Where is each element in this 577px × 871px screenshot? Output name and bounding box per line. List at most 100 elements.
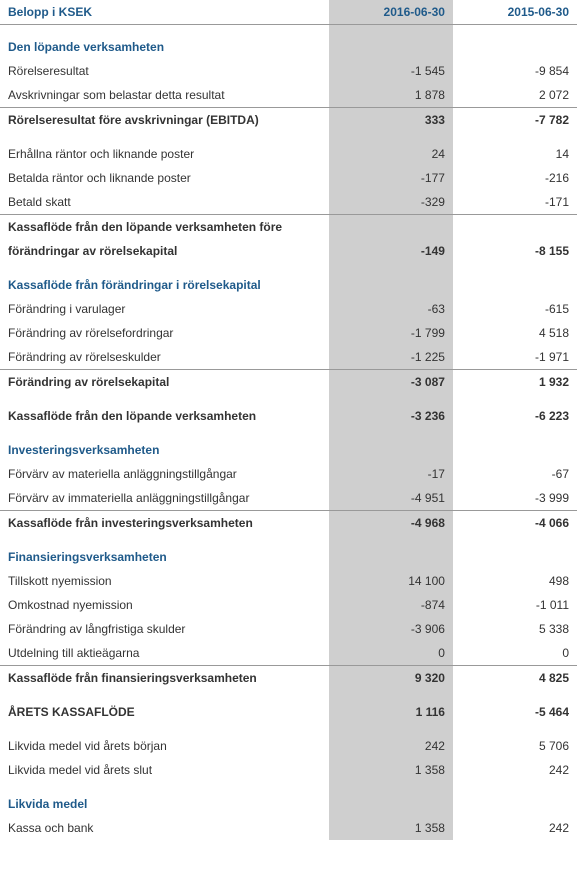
cashflow-table: Belopp i KSEK 2016-06-30 2015-06-30 Den … bbox=[0, 0, 577, 840]
row-value-col1: 1 358 bbox=[329, 758, 453, 782]
row-label: Kassaflöde från investeringsverksamheten bbox=[0, 511, 329, 536]
row-value-col2: 14 bbox=[453, 142, 577, 166]
table-row: Kassa och bank1 358242 bbox=[0, 816, 577, 840]
row-value-col2: -5 464 bbox=[453, 700, 577, 724]
row-value-col2: 2 072 bbox=[453, 83, 577, 108]
table-row: Betald skatt-329-171 bbox=[0, 190, 577, 215]
row-value-col2: -9 854 bbox=[453, 59, 577, 83]
row-value-col1: 9 320 bbox=[329, 666, 453, 691]
row-label: Kassa och bank bbox=[0, 816, 329, 840]
row-label: Avskrivningar som belastar detta resulta… bbox=[0, 83, 329, 108]
row-value-col1: 14 100 bbox=[329, 569, 453, 593]
row-label: förändringar av rörelsekapital bbox=[0, 239, 329, 263]
row-value-col1: -329 bbox=[329, 190, 453, 215]
table-row: Likvida medel vid årets slut1 358242 bbox=[0, 758, 577, 782]
table-row: Utdelning till aktieägarna00 bbox=[0, 641, 577, 666]
row-value-col1 bbox=[329, 438, 453, 462]
row-value-col2: 4 825 bbox=[453, 666, 577, 691]
row-value-col1: -1 225 bbox=[329, 345, 453, 370]
row-label: Kassaflöde från förändringar i rörelseka… bbox=[0, 273, 329, 297]
row-value-col1: 24 bbox=[329, 142, 453, 166]
row-value-col1: 333 bbox=[329, 108, 453, 133]
row-label: Förvärv av materiella anläggningstillgån… bbox=[0, 462, 329, 486]
table-row: Förvärv av immateriella anläggningstillg… bbox=[0, 486, 577, 511]
table-row: Betalda räntor och liknande poster-177-2… bbox=[0, 166, 577, 190]
table-body: Den löpande verksamhetenRörelseresultat-… bbox=[0, 25, 577, 841]
row-value-col1: -1 799 bbox=[329, 321, 453, 345]
row-label: Betalda räntor och liknande poster bbox=[0, 166, 329, 190]
table-row: Rörelseresultat-1 545-9 854 bbox=[0, 59, 577, 83]
row-value-col1: -177 bbox=[329, 166, 453, 190]
row-value-col2: 242 bbox=[453, 816, 577, 840]
row-label: Likvida medel vid årets slut bbox=[0, 758, 329, 782]
row-value-col2: -615 bbox=[453, 297, 577, 321]
row-label: Förändring av rörelseskulder bbox=[0, 345, 329, 370]
table-row: Förändring av rörelsekapital-3 0871 932 bbox=[0, 370, 577, 395]
table-row: Förändring i varulager-63-615 bbox=[0, 297, 577, 321]
row-value-col1: -3 906 bbox=[329, 617, 453, 641]
row-value-col2 bbox=[453, 215, 577, 240]
row-value-col2: -1 971 bbox=[453, 345, 577, 370]
row-label: Erhållna räntor och liknande poster bbox=[0, 142, 329, 166]
table-row: Finansieringsverksamheten bbox=[0, 545, 577, 569]
row-label: Rörelseresultat före avskrivningar (EBIT… bbox=[0, 108, 329, 133]
table-row bbox=[0, 394, 577, 404]
table-row bbox=[0, 132, 577, 142]
table-row bbox=[0, 782, 577, 792]
row-value-col2: -216 bbox=[453, 166, 577, 190]
row-label: Kassaflöde från finansieringsverksamhete… bbox=[0, 666, 329, 691]
table-row bbox=[0, 724, 577, 734]
table-row: Kassaflöde från finansieringsverksamhete… bbox=[0, 666, 577, 691]
row-value-col1 bbox=[329, 545, 453, 569]
table-row: Erhållna räntor och liknande poster2414 bbox=[0, 142, 577, 166]
row-value-col2: -7 782 bbox=[453, 108, 577, 133]
row-label: Omkostnad nyemission bbox=[0, 593, 329, 617]
table-row: Förvärv av materiella anläggningstillgån… bbox=[0, 462, 577, 486]
row-value-col2: 5 706 bbox=[453, 734, 577, 758]
row-value-col2: 4 518 bbox=[453, 321, 577, 345]
table-row: Förändring av rörelseskulder-1 225-1 971 bbox=[0, 345, 577, 370]
row-value-col1 bbox=[329, 273, 453, 297]
row-label: Rörelseresultat bbox=[0, 59, 329, 83]
table-row: ÅRETS KASSAFLÖDE1 116-5 464 bbox=[0, 700, 577, 724]
row-label: Kassaflöde från den löpande verksamheten… bbox=[0, 215, 329, 240]
row-label: Förändring av långfristiga skulder bbox=[0, 617, 329, 641]
row-value-col1: 242 bbox=[329, 734, 453, 758]
row-value-col1: 1 878 bbox=[329, 83, 453, 108]
table-row: Rörelseresultat före avskrivningar (EBIT… bbox=[0, 108, 577, 133]
row-value-col1: -3 236 bbox=[329, 404, 453, 428]
row-label: Förvärv av immateriella anläggningstillg… bbox=[0, 486, 329, 511]
table-row: Avskrivningar som belastar detta resulta… bbox=[0, 83, 577, 108]
table-row: Omkostnad nyemission-874-1 011 bbox=[0, 593, 577, 617]
row-value-col1 bbox=[329, 35, 453, 59]
row-value-col1: -4 951 bbox=[329, 486, 453, 511]
row-label: Utdelning till aktieägarna bbox=[0, 641, 329, 666]
table-row: Likvida medel bbox=[0, 792, 577, 816]
row-value-col2: -4 066 bbox=[453, 511, 577, 536]
row-value-col2: -8 155 bbox=[453, 239, 577, 263]
row-value-col2: 0 bbox=[453, 641, 577, 666]
table-row: Kassaflöde från investeringsverksamheten… bbox=[0, 511, 577, 536]
row-value-col2: 1 932 bbox=[453, 370, 577, 395]
table-row: Tillskott nyemission14 100498 bbox=[0, 569, 577, 593]
row-label: Tillskott nyemission bbox=[0, 569, 329, 593]
row-label: Likvida medel bbox=[0, 792, 329, 816]
row-value-col1 bbox=[329, 792, 453, 816]
table-row bbox=[0, 25, 577, 36]
row-value-col2: -3 999 bbox=[453, 486, 577, 511]
row-value-col2: 498 bbox=[453, 569, 577, 593]
row-value-col2 bbox=[453, 792, 577, 816]
header-col2: 2015-06-30 bbox=[453, 0, 577, 25]
row-value-col2 bbox=[453, 35, 577, 59]
row-value-col2: 242 bbox=[453, 758, 577, 782]
table-row: Förändring av långfristiga skulder-3 906… bbox=[0, 617, 577, 641]
row-value-col1: 1 358 bbox=[329, 816, 453, 840]
row-value-col1: -1 545 bbox=[329, 59, 453, 83]
row-value-col1: -17 bbox=[329, 462, 453, 486]
row-label: Investeringsverksamheten bbox=[0, 438, 329, 462]
table-row: Kassaflöde från förändringar i rörelseka… bbox=[0, 273, 577, 297]
table-row: Investeringsverksamheten bbox=[0, 438, 577, 462]
table-row bbox=[0, 535, 577, 545]
row-label: Kassaflöde från den löpande verksamheten bbox=[0, 404, 329, 428]
row-label: Likvida medel vid årets början bbox=[0, 734, 329, 758]
